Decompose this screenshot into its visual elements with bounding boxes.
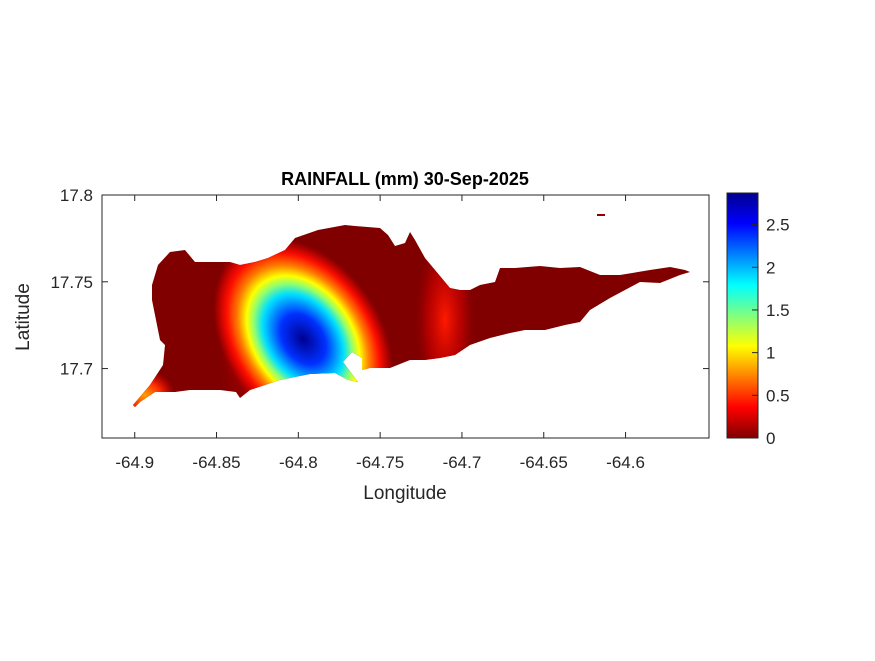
x-tick-label: -64.9 xyxy=(115,453,154,472)
x-axis: -64.9 -64.85 -64.8 -64.75 -64.7 -64.65 -64.6 xyxy=(115,195,645,472)
colorbar-tick-label: 1 xyxy=(766,344,775,363)
heatmap-tip xyxy=(133,370,175,407)
heatmap-base xyxy=(133,225,690,407)
x-tick-label: -64.8 xyxy=(279,453,318,472)
colorbar-tick-label: 2 xyxy=(766,258,775,277)
y-axis: 17.7 17.75 17.8 xyxy=(50,186,709,379)
plot-axes xyxy=(101,194,710,439)
x-axis-label: Longitude xyxy=(363,483,446,504)
colorbar xyxy=(726,192,759,439)
colorbar-tick-label: 1.5 xyxy=(766,301,790,320)
x-tick-label: -64.6 xyxy=(606,453,645,472)
island-pointer xyxy=(597,214,605,216)
chart-title: RAINFALL (mm) 30-Sep-2025 xyxy=(281,169,529,189)
colorbar-tick-label: 2.5 xyxy=(766,216,790,235)
x-tick-label: -64.65 xyxy=(520,453,568,472)
colorbar-tick-label: 0 xyxy=(766,429,775,448)
rainfall-heatmap xyxy=(133,225,690,407)
y-tick-label: 17.7 xyxy=(60,360,93,379)
y-axis-label: Latitude xyxy=(13,283,34,351)
x-tick-label: -64.75 xyxy=(356,453,404,472)
y-tick-label: 17.75 xyxy=(50,273,93,292)
x-tick-label: -64.85 xyxy=(192,453,240,472)
colorbar-ticks: 0 0.5 1 1.5 2 2.5 xyxy=(752,216,790,448)
heatmap-band-east xyxy=(415,230,475,407)
colorbar-tick-label: 0.5 xyxy=(766,386,790,405)
x-tick-label: -64.7 xyxy=(443,453,482,472)
y-tick-label: 17.8 xyxy=(60,186,93,205)
